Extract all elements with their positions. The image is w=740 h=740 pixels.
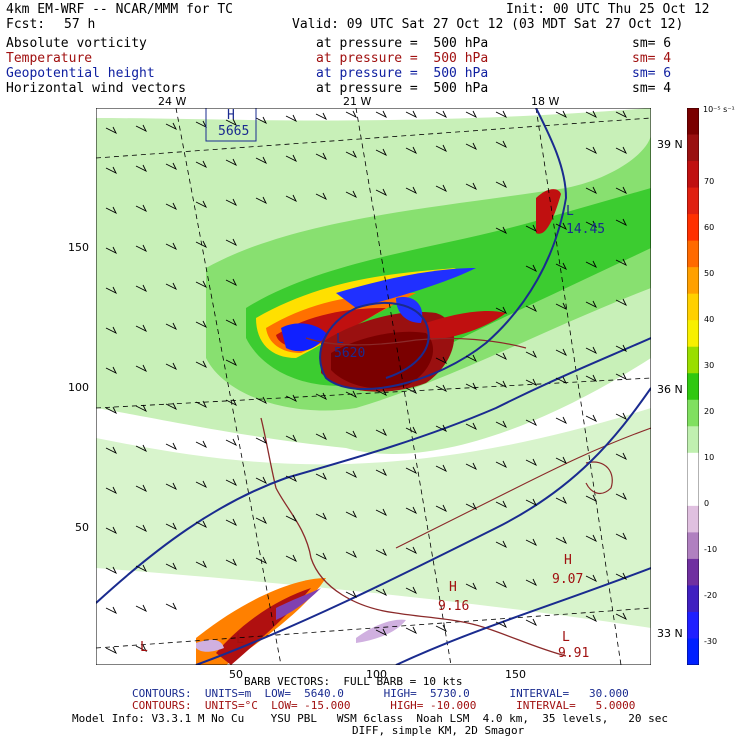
colorbar-swatch: [687, 479, 699, 507]
colorbar-swatch: [687, 399, 699, 427]
forecast-hour: 57 h: [64, 17, 96, 32]
field-name: Temperature: [6, 51, 93, 66]
temperature-contour-info: CONTOURS: UNITS=°C LOW= -15.000 HIGH= -1…: [132, 699, 636, 712]
colorbar-swatch: [687, 161, 699, 189]
colorbar-tick-label: 20: [704, 407, 715, 416]
high-marker: H: [449, 580, 457, 595]
colorbar-swatch: [687, 505, 699, 533]
colorbar-swatch: [687, 638, 699, 665]
field-smoothing: sm= 4: [632, 81, 672, 96]
lat-label: 36 N: [657, 383, 683, 396]
high-marker: H: [564, 553, 572, 568]
field-name: Absolute vorticity: [6, 36, 147, 51]
init-time: Init: 00 UTC Thu 25 Oct 12: [506, 2, 710, 17]
y-tick-label: 50: [75, 521, 89, 534]
low-marker: L: [566, 204, 574, 219]
lon-label: 24 W: [158, 95, 187, 108]
field-smoothing: sm= 6: [632, 66, 672, 81]
colorbar-swatch: [687, 426, 699, 454]
field-level: at pressure = 500 hPa: [316, 36, 489, 51]
lat-label: 33 N: [657, 627, 683, 640]
colorbar-swatch: [687, 558, 699, 586]
low-marker: L: [236, 632, 244, 647]
coastline: [260, 417, 567, 657]
colorbar-tick-label: 40: [704, 315, 715, 324]
x-tick-label: 150: [505, 668, 526, 681]
field-smoothing: sm= 6: [632, 36, 672, 51]
lon-label: 21 W: [343, 95, 372, 108]
graticule: [96, 108, 651, 665]
colorbar-swatch: [687, 187, 699, 215]
colorbar-tick-label: 0: [704, 499, 710, 508]
colorbar-swatch: [687, 214, 699, 242]
y-tick-label: 100: [68, 381, 89, 394]
temperature-value: 9.07: [552, 572, 584, 587]
model-info: Model Info: V3.3.1 M No Cu YSU PBL WSM 6…: [72, 712, 669, 725]
model-title: 4km EM-WRF -- NCAR/MMM for TC: [6, 2, 233, 17]
colorbar-tick-label: 60: [704, 223, 715, 232]
border-line: [305, 337, 527, 349]
negative-vorticity: [196, 268, 476, 652]
lat-label: 39 N: [657, 138, 683, 151]
field-level: at pressure = 500 hPa: [316, 51, 489, 66]
temperature-value: 9.91: [558, 646, 590, 661]
high-marker: H: [227, 108, 235, 123]
colorbar-swatch: [687, 452, 699, 480]
colorbar-swatch: [687, 373, 699, 401]
colorbar-swatch: [687, 134, 699, 162]
field-level: at pressure = 500 hPa: [316, 81, 489, 96]
colorbar-tick-label: 30: [704, 361, 715, 370]
colorbar: [687, 108, 699, 665]
height-value: 5620: [334, 346, 366, 361]
field-level: at pressure = 500 hPa: [316, 66, 489, 81]
height-value: 5665: [218, 124, 250, 139]
field-name: Horizontal wind vectors: [6, 81, 187, 96]
low-marker: L: [140, 640, 148, 655]
field-name: Geopotential height: [6, 66, 155, 81]
x-tick-label: 100: [366, 668, 387, 681]
forecast-label: Fcst:: [6, 17, 46, 32]
x-tick-label: 50: [229, 668, 243, 681]
low-marker: L: [562, 630, 570, 645]
y-tick-label: 150: [68, 241, 89, 254]
wind-barbs: [105, 110, 628, 655]
temperature-value: 9.16: [438, 599, 470, 614]
colorbar-unit: 10⁻⁵ s⁻¹: [703, 105, 735, 114]
colorbar-swatch: [687, 611, 699, 639]
colorbar-swatch: [687, 293, 699, 321]
vorticity-value: 14.45: [566, 222, 606, 237]
colorbar-swatch: [687, 108, 699, 136]
colorbar-swatch: [687, 320, 699, 348]
colorbar-tick-label: -10: [704, 545, 718, 554]
colorbar-tick-label: 70: [704, 177, 715, 186]
colorbar-swatch: [687, 585, 699, 613]
colorbar-tick-label: -20: [704, 591, 718, 600]
field-smoothing: sm= 4: [632, 51, 672, 66]
map-plot: [96, 108, 651, 665]
height-contour-info: CONTOURS: UNITS=m LOW= 5640.0 HIGH= 5730…: [132, 687, 629, 700]
colorbar-tick-label: 10: [704, 453, 715, 462]
colorbar-swatch: [687, 240, 699, 268]
height-contours: [96, 108, 651, 665]
valid-time: Valid: 09 UTC Sat 27 Oct 12 (03 MDT Sat …: [292, 17, 684, 32]
high-box: [205, 108, 257, 142]
colorbar-tick-label: 50: [704, 269, 715, 278]
barb-legend: BARB VECTORS: FULL BARB = 10 kts: [244, 675, 463, 688]
colorbar-swatch: [687, 532, 699, 560]
model-diffusion: DIFF, simple KM, 2D Smagor: [352, 724, 525, 737]
border-line: [585, 461, 613, 495]
colorbar-tick-label: -30: [704, 637, 718, 646]
colorbar-swatch: [687, 267, 699, 295]
low-marker: L: [336, 332, 344, 347]
lon-label: 18 W: [531, 95, 560, 108]
colorbar-swatch: [687, 346, 699, 374]
